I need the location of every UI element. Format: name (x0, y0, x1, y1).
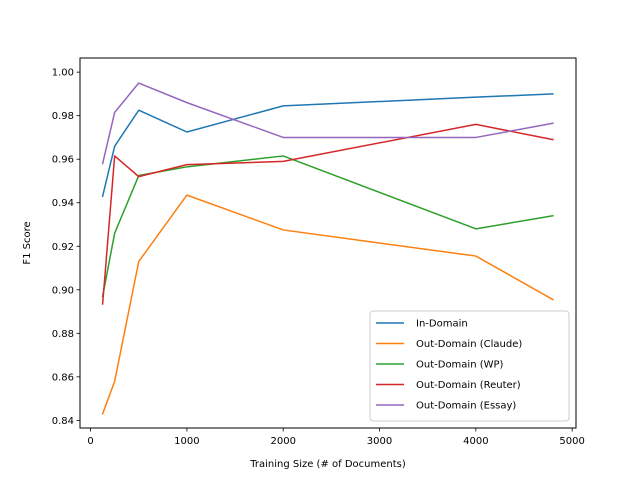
x-tick-label: 3000 (367, 436, 392, 447)
series-line-3 (101, 123, 554, 305)
y-tick-label: 0.86 (52, 372, 74, 383)
y-axis-label: F1 Score (22, 221, 33, 264)
series-line-1 (101, 194, 554, 415)
x-axis: 0 1000 2000 3000 4000 5000 (87, 428, 585, 447)
legend-label: Out-Domain (WP) (416, 360, 504, 371)
series-line-2 (101, 155, 554, 298)
legend-label: Out-Domain (Essay) (416, 401, 516, 412)
y-axis: 0.84 0.86 0.88 0.90 0.92 0.94 0.96 0.98 1.00 (52, 68, 80, 427)
y-tick-label: 0.88 (52, 329, 74, 340)
legend-label: In-Domain (416, 319, 468, 330)
y-tick-label: 0.90 (52, 285, 74, 296)
x-axis-label: Training Size (# of Documents) (249, 459, 406, 470)
y-tick-label: 0.98 (52, 111, 74, 122)
x-tick-label: 2000 (270, 436, 295, 447)
y-tick-label: 0.96 (52, 155, 74, 166)
y-tick-label: 0.84 (52, 416, 74, 427)
series-layer (101, 82, 554, 415)
series-line-4 (101, 82, 554, 165)
series-line-0 (101, 93, 554, 198)
x-tick-label: 4000 (463, 436, 488, 447)
x-tick-label: 1000 (174, 436, 199, 447)
x-tick-label: 0 (87, 436, 93, 447)
y-tick-label: 1.00 (52, 68, 74, 79)
legend-box (369, 310, 570, 422)
legend-label: Out-Domain (Reuter) (416, 380, 521, 391)
y-tick-label: 0.92 (52, 242, 74, 253)
x-tick-label: 5000 (559, 436, 584, 447)
y-tick-label: 0.94 (52, 198, 74, 209)
legend: In-Domain Out-Domain (Claude) Out-Domain (… (369, 310, 570, 422)
legend-label: Out-Domain (Claude) (416, 339, 522, 350)
plot-frame (79, 57, 577, 429)
